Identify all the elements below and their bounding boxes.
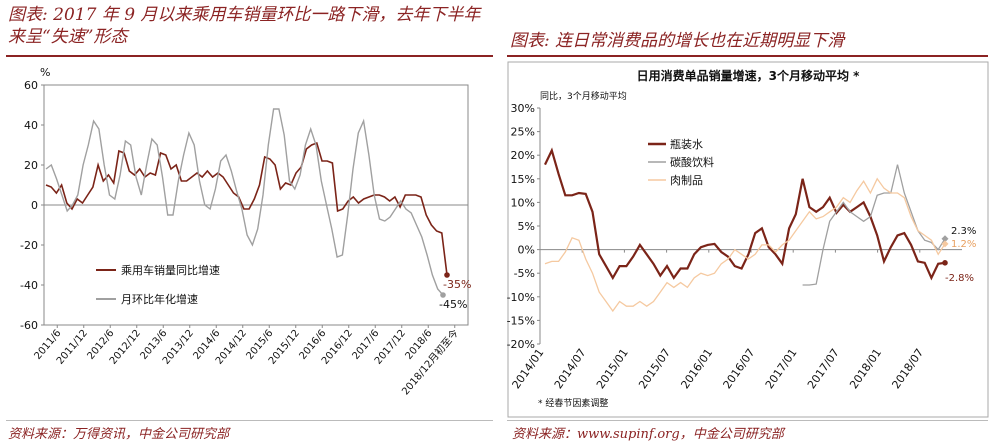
left-y-tick-40: -40 (20, 279, 38, 292)
legend-label-passenger-car-yoy: 乘用车销量同比增速 (121, 263, 220, 277)
right-x-tick-2015-07: 2015/07 (636, 346, 673, 391)
right-chart-frame (507, 61, 989, 418)
annotation-2-3: 2.3% (951, 226, 976, 237)
right-x-tick-2017-01: 2017/01 (763, 346, 800, 391)
right-chart-title: 日用消费单品销量增速，3个月移动平均 * (637, 68, 861, 83)
right-x-tick-2014-01: 2014/01 (510, 346, 547, 391)
left-heading-rule (6, 55, 493, 57)
right-y-tick-0: 0% (518, 244, 535, 257)
left-series-endpoint-0 (444, 272, 450, 278)
right-y-tick-5: 5% (518, 220, 535, 233)
left-y-tick-20: 20 (24, 159, 38, 172)
right-x-tick-2018-07: 2018/07 (889, 346, 926, 391)
left-y-tick-20: -20 (20, 239, 38, 252)
right-x-tick-2018-01: 2018/01 (847, 346, 884, 391)
left-y-tick-40: 40 (24, 119, 38, 132)
right-chart-heading: 图表: 连日常消费品的增长也在近期明显下滑 (510, 31, 845, 51)
right-y-tick-10: -10% (507, 291, 535, 304)
right-series-line-2-0 (544, 177, 946, 313)
left-chart-heading: 图表: 2017 年 9 月以来乘用车销量环比一路下滑，去年下半年来呈“失速”形… (8, 5, 481, 47)
left-y-tick-60: -60 (20, 319, 38, 332)
right-y-tick-20: 20% (511, 149, 535, 162)
right-series-line-0-0 (544, 147, 946, 281)
left-y-tick-0: 0 (31, 199, 38, 212)
right-y-tick-20: -20% (507, 338, 535, 351)
left-source-note: 资料来源：万得资讯，中金公司研究部 (8, 427, 230, 442)
right-y-tick-5: -5% (514, 267, 535, 280)
right-series-endpoint-0 (942, 260, 948, 266)
legend-label-mom-annualized: 月环比年化增速 (121, 292, 198, 306)
annotation-minus-45: -45% (439, 298, 467, 311)
annotation-minus-2-8: -2.8% (945, 273, 974, 284)
left-source-rule (6, 420, 493, 421)
right-x-tick-2017-07: 2017/07 (805, 346, 842, 391)
right-chart-subtitle: 同比，3个月移动平均 (540, 90, 627, 102)
legend-label-meat-products: 肉制品 (670, 174, 703, 187)
left-y-tick-60: 60 (24, 79, 38, 92)
right-y-tick-15: 15% (511, 173, 535, 186)
right-y-tick-30: 30% (511, 102, 535, 115)
left-y-unit-label: % (40, 66, 50, 79)
right-heading-rule (507, 55, 988, 57)
right-series-endpoint-2 (941, 240, 949, 248)
right-x-tick-2016-01: 2016/01 (678, 346, 715, 391)
left-series-line-0 (45, 141, 448, 276)
right-y-tick-10: 10% (511, 196, 535, 209)
right-source-note: 资料来源：www.supinf.org，中金公司研究部 (512, 427, 784, 442)
left-series-endpoint-1 (440, 292, 446, 298)
right-chart-footnote: * 经春节因素调整 (538, 397, 608, 409)
right-series-line-1-0 (802, 164, 946, 286)
right-y-tick-25: 25% (511, 126, 535, 139)
legend-label-carbonated-drinks: 碳酸饮料 (670, 155, 714, 169)
right-series-endpoint-1 (941, 235, 949, 243)
annotation-minus-35: -35% (443, 278, 471, 291)
right-source-rule (507, 420, 988, 421)
right-x-tick-2014-07: 2014/07 (552, 346, 589, 391)
right-line-chart: 日用消费单品销量增速，3个月移动平均 * 同比，3个月移动平均 30% 25% 20… (507, 61, 989, 418)
annotation-1-2: 1.2% (951, 239, 976, 250)
right-x-tick-2015-01: 2015/01 (594, 346, 631, 391)
right-y-tick-15: -15% (507, 314, 535, 327)
legend-label-bottled-water: 瓶装水 (670, 137, 703, 151)
right-x-tick-2016-07: 2016/07 (721, 346, 758, 391)
left-series-line-1 (45, 108, 444, 296)
